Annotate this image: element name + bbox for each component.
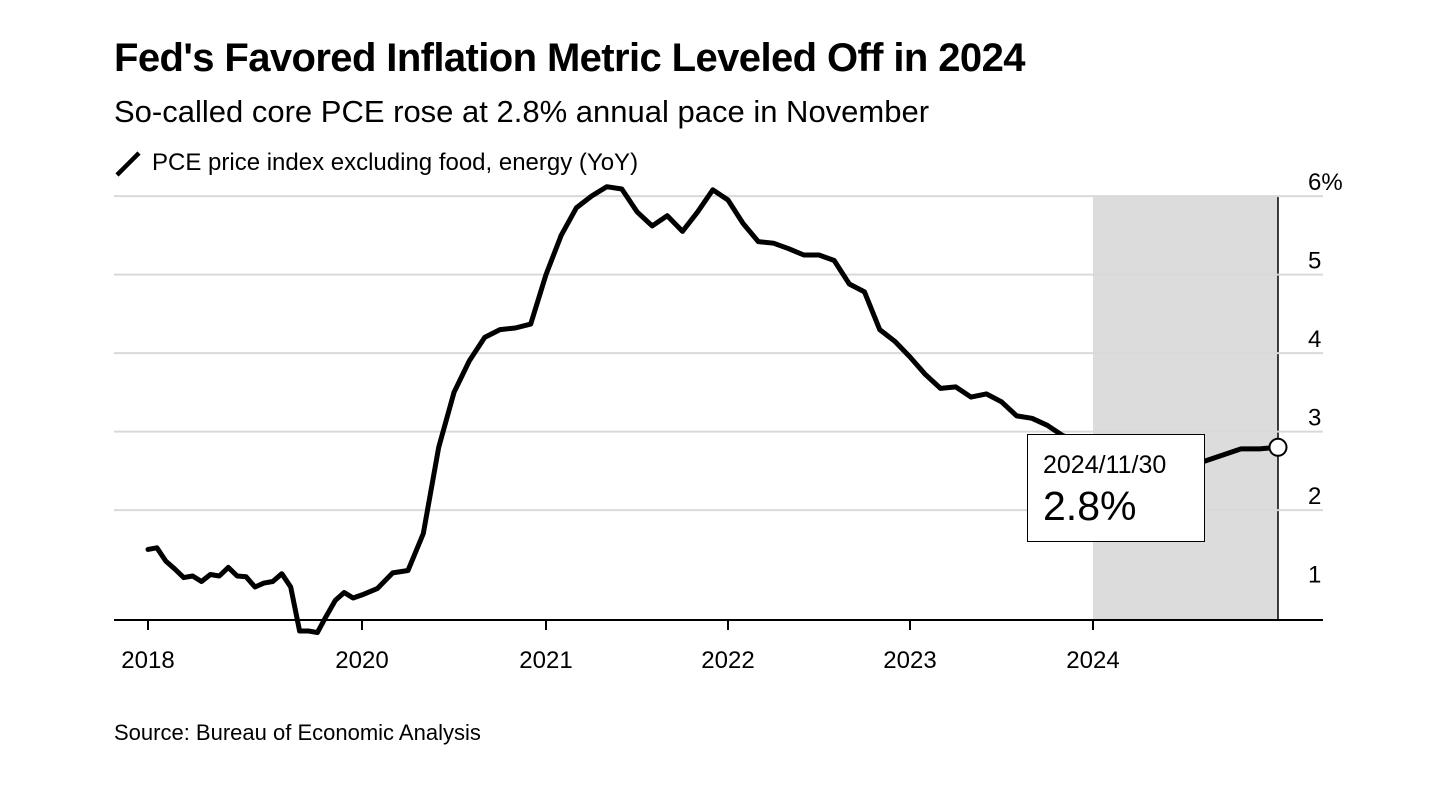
tooltip: 2024/11/30 2.8% — [1027, 434, 1205, 542]
y-tick-label: 5 — [1308, 248, 1321, 275]
x-tick-label: 2023 — [883, 647, 936, 674]
y-tick-label: 2 — [1308, 483, 1321, 510]
y-tick-label: 4 — [1308, 326, 1321, 353]
legend-label: PCE price index excluding food, energy (… — [152, 149, 639, 176]
shaded-period — [1093, 196, 1278, 620]
chart-subtitle: So-called core PCE rose at 2.8% annual p… — [114, 94, 930, 129]
tooltip-date: 2024/11/30 — [1043, 451, 1167, 479]
tooltip-value: 2.8% — [1043, 483, 1137, 529]
x-tick-label: 2020 — [335, 647, 388, 674]
y-tick-label: 6% — [1308, 169, 1343, 196]
x-tick-label: 2018 — [121, 647, 174, 674]
legend-line-icon — [115, 151, 141, 177]
y-tick-label: 3 — [1308, 405, 1321, 432]
y-tick-label: 1 — [1308, 562, 1321, 589]
x-tick-label: 2022 — [701, 647, 754, 674]
chart-title: Fed's Favored Inflation Metric Leveled O… — [114, 36, 1025, 80]
series-line-core-pce — [145, 184, 1281, 636]
source-note: Source: Bureau of Economic Analysis — [114, 720, 481, 745]
x-tick-label: 2021 — [519, 647, 572, 674]
highlight-point — [1268, 437, 1288, 457]
legend: PCE price index excluding food, energy (… — [114, 148, 638, 178]
x-tick-label: 2024 — [1066, 647, 1119, 674]
